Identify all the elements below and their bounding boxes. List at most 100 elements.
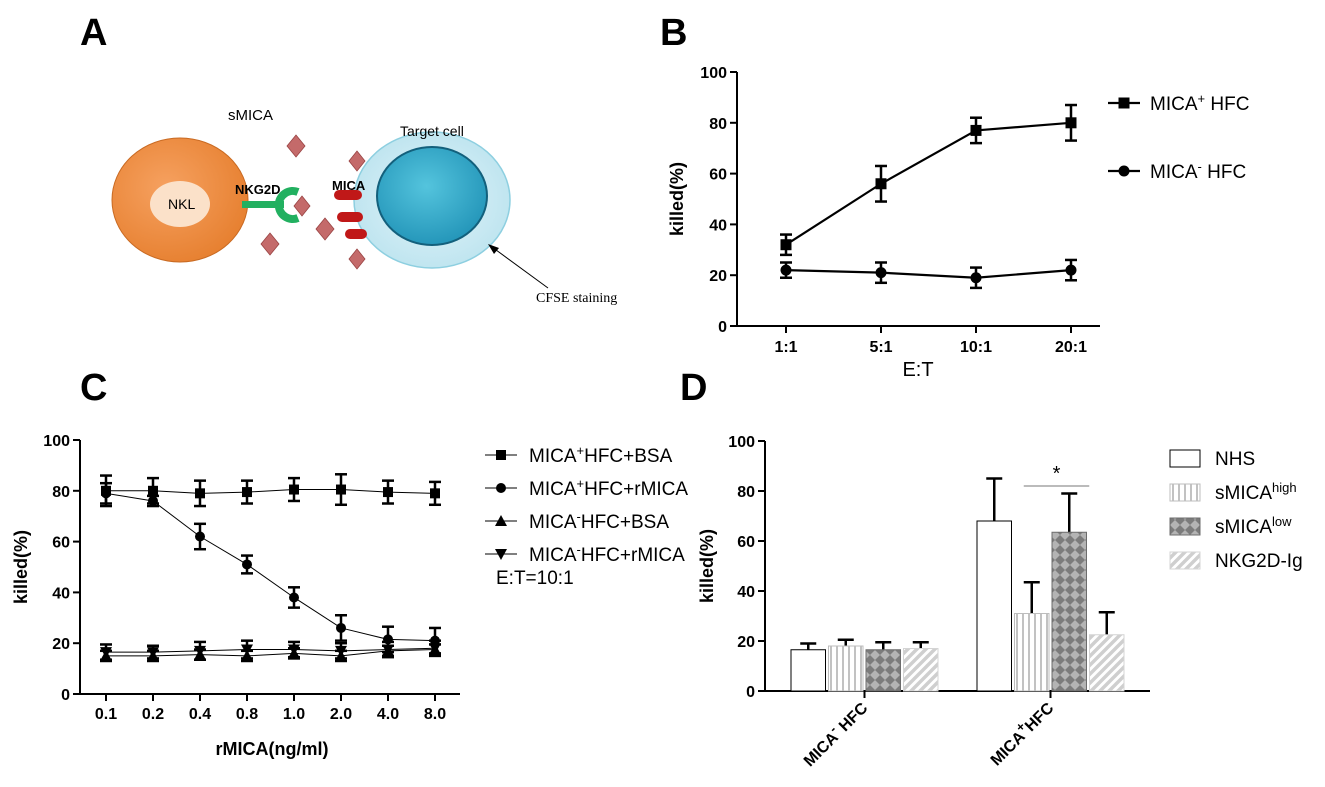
plot-b: 0 20 40 60 80 100 killed(%) 1:1 5:1 10:1 20:1 E:T MI… — [667, 65, 1249, 381]
y-tick-label: 40 — [52, 585, 70, 602]
mica-ligands — [334, 190, 367, 239]
data-point — [382, 644, 394, 656]
nkg2d-receptor-head — [274, 187, 300, 223]
legend-label: NHS — [1215, 449, 1255, 470]
y-axis-title: killed(%) — [11, 530, 31, 604]
cfse-arrowhead — [488, 244, 499, 254]
y-axis-title: killed(%) — [667, 162, 687, 236]
bar — [1051, 531, 1087, 692]
mica-label: MICA — [332, 178, 366, 193]
y-tick-label: 20 — [52, 636, 70, 653]
data-point — [148, 485, 158, 496]
et-annotation: E:T=10:1 — [496, 568, 574, 589]
panel-a: A NKL NKG2D Target cell MICA sMICA CFSE … — [80, 12, 617, 306]
cfse-label: CFSE staining — [536, 291, 617, 306]
data-point — [242, 487, 252, 498]
y-tick-label: 100 — [43, 433, 70, 450]
y-tick-label: 20 — [709, 268, 727, 285]
legend-label: sMICAhigh — [1215, 480, 1297, 505]
x-tick-label: 0.2 — [142, 706, 164, 723]
data-point — [194, 645, 206, 657]
y-tick-label: 60 — [709, 167, 727, 184]
significance-star: * — [1053, 463, 1061, 485]
legend-label: MICA-HFC+BSA — [529, 509, 669, 534]
x-tick-label: 0.4 — [189, 706, 211, 723]
plot-c: 0 20 40 60 80 100 killed(%) 0.1 0.2 0.4 0.8 1.0 2.0 4… — [11, 433, 688, 759]
target-cell-label: Target cell — [400, 123, 464, 139]
x-axis-title: E:T — [902, 359, 933, 381]
data-point — [195, 488, 205, 499]
legend-marker — [1118, 97, 1130, 109]
x-tick-label: 1.0 — [283, 706, 305, 723]
data-point — [383, 487, 393, 498]
plot-d: 0 20 40 60 80 100 killed(%) MICA- HFC MICA+HFC * N… — [697, 434, 1303, 770]
smica-label: sMICA — [228, 107, 273, 124]
legend-label: MICA+HFC+BSA — [529, 443, 673, 468]
y-tick-label: 0 — [61, 687, 70, 704]
data-point — [430, 488, 440, 499]
y-tick-label: 100 — [700, 65, 727, 82]
legend-marker — [496, 483, 506, 493]
data-point — [336, 484, 346, 495]
y-tick-label: 40 — [737, 584, 755, 601]
data-point — [970, 124, 982, 136]
panel-b-letter: B — [660, 12, 687, 54]
y-tick-label: 0 — [746, 684, 755, 701]
bar — [1014, 613, 1050, 692]
data-point — [289, 484, 299, 495]
legend-swatch — [1169, 551, 1201, 570]
bar — [828, 645, 864, 692]
x-tick-label: 5:1 — [869, 339, 892, 356]
data-point — [875, 178, 887, 190]
y-tick-label: 80 — [52, 484, 70, 501]
bar — [790, 649, 826, 692]
data-point — [970, 272, 982, 284]
data-point — [242, 559, 252, 570]
nkg2d-label: NKG2D — [235, 182, 281, 197]
data-point — [780, 239, 792, 251]
legend-marker — [495, 549, 507, 560]
legend-swatch — [1169, 483, 1201, 502]
y-tick-label: 60 — [52, 535, 70, 552]
panel-d: D 0 20 40 60 80 100 killed(%) MICA- HFC MICA+HFC… — [680, 367, 1303, 770]
nkg2d-receptor-stem — [242, 201, 284, 208]
data-point — [1065, 117, 1077, 129]
x-tick-label: 1:1 — [774, 339, 797, 356]
data-point — [289, 592, 299, 603]
data-point — [429, 643, 441, 655]
data-point — [1065, 264, 1077, 276]
x-tick-label: 0.8 — [236, 706, 258, 723]
panel-b: B 0 20 40 60 80 100 killed(%) 1:1 5:1 10:1 20:1 E:T… — [660, 12, 1249, 381]
x-tick-label: MICA+HFC — [983, 695, 1057, 769]
data-point — [335, 645, 347, 657]
bar — [865, 649, 901, 692]
y-tick-label: 20 — [737, 634, 755, 651]
cfse-arrow — [491, 246, 549, 289]
x-tick-label: 20:1 — [1055, 339, 1087, 356]
data-point — [288, 644, 300, 656]
panel-d-letter: D — [680, 367, 707, 409]
x-tick-label: 8.0 — [424, 706, 446, 723]
nkl-label: NKL — [168, 196, 195, 212]
x-tick-label: 0.1 — [95, 706, 117, 723]
legend-swatch — [1169, 517, 1201, 536]
y-tick-label: 0 — [718, 319, 727, 336]
legend-label: MICA+ HFC — [1150, 91, 1249, 116]
series-line — [105, 492, 436, 642]
series-line — [106, 649, 436, 657]
data-point — [100, 647, 112, 659]
bar — [976, 520, 1012, 692]
panel-c-letter: C — [80, 367, 107, 409]
data-point — [101, 488, 111, 499]
legend-swatch — [1169, 449, 1201, 468]
panel-c: C 0 20 40 60 80 100 killed(%) 0.1 0.2 0.4 0.8 1.0 2.… — [11, 367, 688, 759]
bar — [1089, 634, 1125, 692]
data-point — [147, 647, 159, 659]
data-point — [241, 644, 253, 656]
series-line — [106, 489, 436, 494]
target-nucleus — [376, 146, 488, 246]
nk-nucleus — [150, 181, 210, 227]
x-tick-label: 4.0 — [377, 706, 399, 723]
y-tick-label: 60 — [737, 534, 755, 551]
y-tick-label: 80 — [737, 484, 755, 501]
